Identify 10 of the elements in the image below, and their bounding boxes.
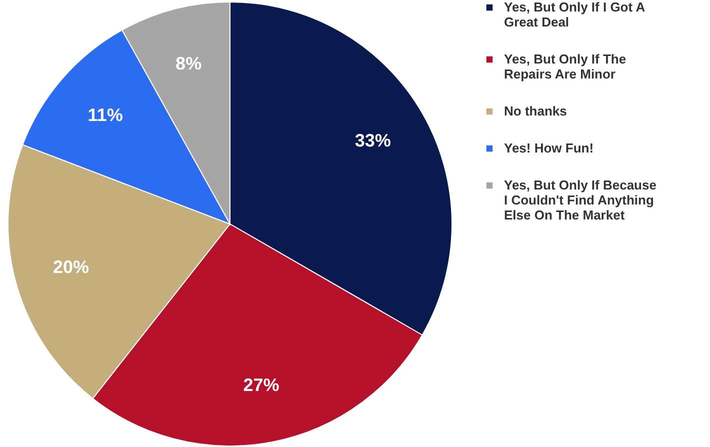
data-label: 20% xyxy=(52,256,89,277)
legend-label: Yes, But Only If Because I Couldn't Find Anything Else On The Market xyxy=(504,178,656,222)
data-label: 8% xyxy=(176,53,202,74)
data-label: 33% xyxy=(354,130,391,150)
legend-label: Yes! How Fun! xyxy=(504,140,594,156)
legend-label: Yes, But Only If The Repairs Are Minor xyxy=(504,52,626,82)
data-label: 11% xyxy=(88,104,123,125)
legend-label: Yes, But Only If I Got A Great Deal xyxy=(504,0,646,30)
legend-label: No thanks xyxy=(504,104,567,118)
data-label: 27% xyxy=(243,375,280,396)
